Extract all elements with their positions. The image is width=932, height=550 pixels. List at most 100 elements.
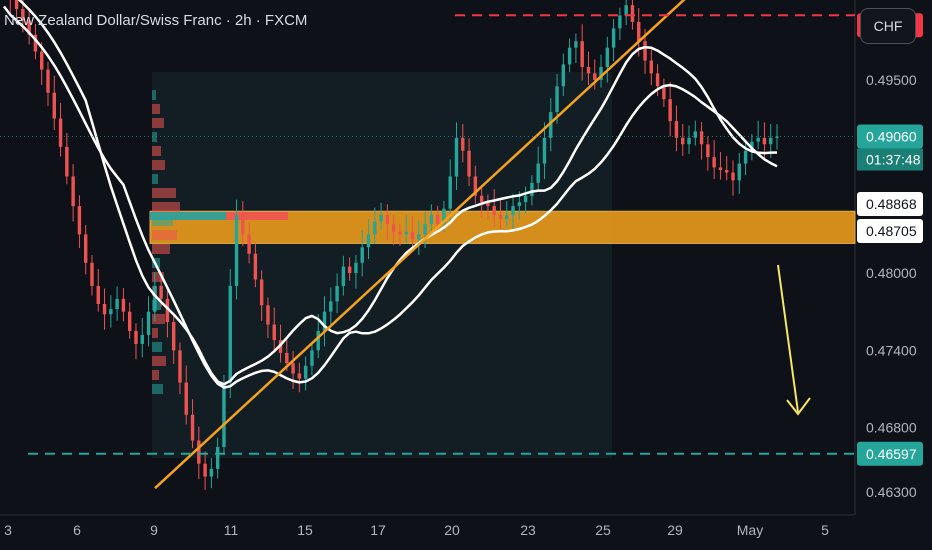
volume-profile-bar — [152, 216, 173, 226]
volume-profile-bar — [152, 384, 163, 394]
candle-body — [517, 202, 522, 207]
candle-body — [291, 363, 295, 374]
ma-slow-price-tag: 0.48705 — [857, 219, 923, 243]
current-price-tag-bg — [857, 124, 923, 149]
candle-body — [662, 86, 666, 100]
currency-button[interactable]: CHF — [860, 8, 916, 44]
candle-body — [21, 9, 25, 21]
volume-profile-bar — [150, 212, 226, 220]
moving-average-slow — [3, 5, 778, 389]
candle-body — [115, 298, 119, 310]
candle-body — [121, 298, 126, 312]
candle-body — [203, 463, 207, 477]
x-tick-label: 11 — [224, 522, 239, 538]
candle-body — [259, 279, 264, 306]
candle-body — [14, 0, 19, 10]
candle-body — [549, 112, 553, 138]
x-tick-label: 3 — [4, 522, 12, 538]
candle-body — [140, 334, 144, 344]
candle-body — [762, 137, 767, 145]
candle-body — [731, 172, 735, 181]
candle-body — [360, 247, 364, 263]
candle-body — [687, 137, 691, 145]
volume-profile-bar — [152, 188, 176, 198]
candle-body — [410, 231, 415, 240]
candle-body — [417, 234, 421, 240]
candle-body — [599, 66, 603, 80]
candle-body — [467, 150, 471, 177]
volume-profile-bar — [152, 370, 159, 380]
candle-body — [561, 64, 566, 87]
y-tick-label: 0.46800 — [866, 420, 917, 436]
volume-profile-bar — [152, 244, 170, 254]
candle-body — [127, 311, 132, 332]
candle-body — [222, 382, 226, 447]
candle-body — [448, 176, 452, 209]
candle-body — [681, 137, 685, 145]
candle-body — [241, 215, 245, 235]
candle-body — [693, 131, 698, 138]
candle-body — [580, 41, 584, 67]
candle-body — [322, 311, 327, 332]
candle-body — [347, 266, 352, 274]
countdown-tag-bg — [857, 148, 923, 171]
candle-body — [77, 206, 82, 235]
y-tick-label: 0.48000 — [866, 265, 917, 281]
candle-body — [190, 414, 195, 441]
candle-body — [586, 66, 591, 74]
candle-body — [530, 182, 534, 196]
candle-body — [505, 215, 509, 219]
x-tick-label: 17 — [370, 522, 386, 538]
volume-profile-bar — [152, 230, 177, 240]
candle-body — [454, 137, 459, 177]
candle-body — [83, 234, 88, 263]
volume-profile-bar — [152, 174, 158, 184]
x-tick-label: 6 — [73, 522, 81, 538]
candle-body — [555, 86, 559, 113]
candle-body — [178, 350, 182, 383]
candle-body — [775, 136, 779, 138]
candle-body — [737, 163, 742, 181]
ma-fast-price-tag-bg — [857, 192, 923, 216]
candle-body — [341, 266, 346, 286]
candle-body — [253, 253, 258, 280]
candle-body — [743, 150, 748, 164]
candle-body — [624, 5, 628, 16]
candle-body — [712, 157, 716, 168]
candle-body — [329, 301, 333, 312]
y-tick-label: 0.47400 — [866, 342, 917, 358]
candle-body — [27, 20, 31, 35]
candle-body — [750, 141, 754, 151]
countdown-tag-text: 01:37:48 — [866, 152, 921, 168]
candle-body — [385, 215, 390, 225]
trendline — [154, 0, 686, 490]
candle-body — [605, 47, 610, 67]
candle-body — [756, 137, 760, 142]
ma-fast-price-tag: 0.48868 — [857, 192, 923, 216]
candle-body — [58, 118, 63, 147]
candle-body — [498, 215, 503, 219]
volume-profile-bar — [152, 272, 164, 282]
x-tick-label: 15 — [297, 522, 313, 538]
candle-body — [297, 373, 302, 379]
volume-profile-bar — [152, 356, 166, 366]
candle-body — [366, 234, 371, 248]
volume-profile-bar — [152, 160, 165, 170]
candle-body — [153, 285, 157, 312]
candle-body — [429, 215, 434, 225]
countdown-tag: 01:37:48 — [857, 148, 923, 171]
volume-profile-bar — [152, 342, 162, 352]
candle-body — [655, 73, 660, 87]
candle-body — [335, 285, 339, 302]
candle-body — [171, 322, 176, 351]
candle-body — [215, 446, 220, 469]
x-tick-label: May — [737, 522, 763, 538]
candle-body — [46, 69, 50, 93]
volume-profile-bar — [152, 104, 160, 114]
target-price-tag-bg — [857, 441, 923, 466]
volume-profile-bar — [152, 132, 157, 142]
candle-body — [479, 195, 484, 203]
x-tick-label: 5 — [821, 522, 829, 538]
candle-body — [354, 262, 358, 274]
